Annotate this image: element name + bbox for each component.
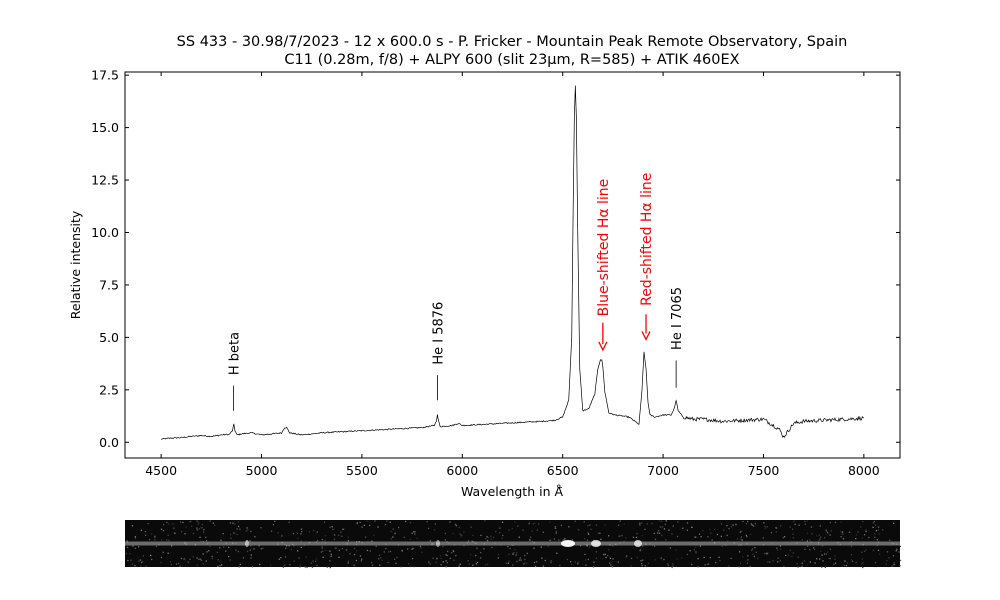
spectrum-strip-emission-spot <box>561 540 575 547</box>
y-tick-label: 7.5 <box>99 277 119 292</box>
plot-frame <box>124 71 901 459</box>
chart-subtitle: C11 (0.28m, f/8) + ALPY 600 (slit 23µm, … <box>284 52 739 68</box>
y-tick-label: 2.5 <box>99 382 119 397</box>
spectrum-strip-trace <box>125 541 900 546</box>
y-tick-label: 10.0 <box>91 225 119 240</box>
annotation-arrow-head <box>598 341 608 352</box>
y-tick-label: 15.0 <box>91 120 119 135</box>
spectrum-strip-emission-spot <box>436 540 440 547</box>
annotation-label: H beta <box>228 332 243 375</box>
y-tick-label: 12.5 <box>91 173 119 188</box>
y-tick-label: 5.0 <box>99 330 119 345</box>
x-tick-label: 8000 <box>848 463 880 478</box>
spectrum-strip-emission-spot <box>245 540 249 547</box>
x-tick-label: 5000 <box>246 463 278 478</box>
spectrum-image <box>125 520 902 569</box>
spectrum-line-0 <box>160 85 865 440</box>
x-axis-label: Wavelength in Å̃ <box>461 484 563 499</box>
annotation-label: Red-shifted Hα line <box>639 173 655 306</box>
annotation-arrow-head <box>641 331 651 341</box>
x-tick-label: 5500 <box>346 463 378 478</box>
annotation-label: Blue-shifted Hα line <box>596 179 612 317</box>
x-tick-label: 6000 <box>446 463 478 478</box>
spectrum-strip-emission-spot <box>591 540 601 547</box>
y-tick-label: 0.0 <box>99 435 119 450</box>
annotation-label: He I 5876 <box>431 302 446 365</box>
x-tick-label: 6500 <box>547 463 579 478</box>
y-axis-label: Relative intensity <box>68 210 83 319</box>
plot-area: 4500 5000 5500 6000 6500 7000 7500 8000 0.0 2.5 5.… <box>91 68 900 478</box>
spectrum-strip-emission-spot <box>634 540 642 547</box>
chart-title: SS 433 - 30.98/7/2023 - 12 x 600.0 s - P… <box>177 34 848 50</box>
y-tick-label: 17.5 <box>91 68 119 83</box>
annotation-label: He I 7065 <box>670 287 685 350</box>
x-tick-label: 4500 <box>145 463 177 478</box>
x-tick-label: 7000 <box>647 463 679 478</box>
x-tick-label: 7500 <box>748 463 780 478</box>
